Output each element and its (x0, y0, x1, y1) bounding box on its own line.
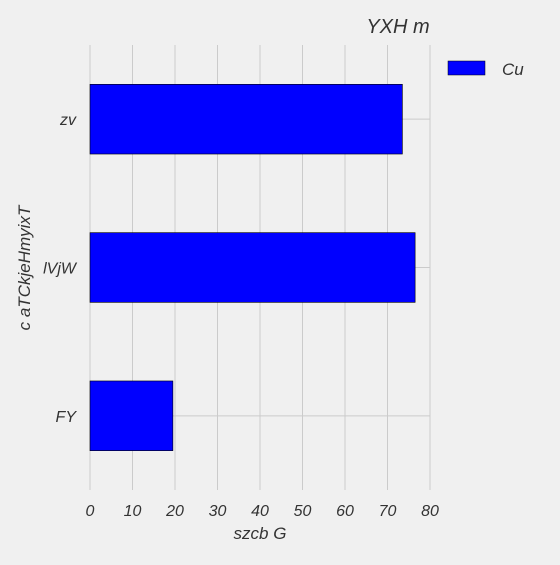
x-tick-label: 50 (294, 503, 312, 520)
y-tick-label: zv (59, 112, 77, 129)
bar-zv (89, 84, 403, 155)
x-tick-label: 10 (124, 503, 142, 520)
y-tick-labels: FY lVjW zv (43, 112, 78, 426)
legend-label-cu: Cu (502, 60, 524, 79)
x-tick-label: 40 (251, 503, 269, 520)
x-tick-label: 60 (336, 503, 354, 520)
y-tick-label: lVjW (43, 261, 78, 278)
x-axis-label: szcb G (234, 524, 287, 543)
y-axis-label: c aTCkjeHmyixT (15, 204, 34, 330)
bar-fy (89, 380, 174, 451)
legend-swatch-cu (447, 60, 486, 76)
x-tick-label: 30 (209, 503, 227, 520)
x-tick-label: 0 (86, 503, 95, 520)
bars (89, 84, 416, 451)
x-tick-labels: 0 10 20 30 40 50 60 70 80 (86, 503, 439, 520)
legend: Cu (447, 60, 524, 79)
x-tick-label: 70 (379, 503, 397, 520)
x-tick-label: 80 (421, 503, 439, 520)
y-tick-label: FY (56, 409, 78, 426)
chart-title: YXH m (366, 16, 429, 38)
bar-lvjw (89, 232, 416, 303)
x-tick-label: 20 (165, 503, 184, 520)
